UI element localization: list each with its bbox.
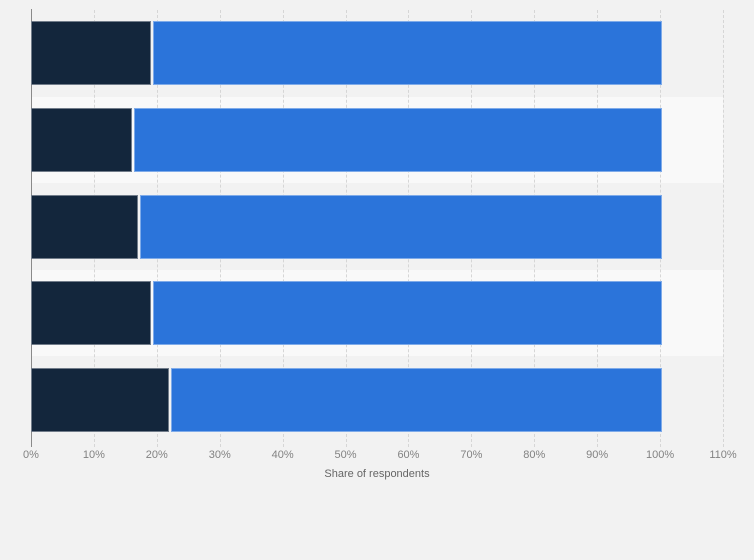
bar-segment-dark-navy[interactable] [31,367,170,432]
bar-row [31,281,723,346]
x-axis-title: Share of respondents [324,468,430,480]
bar-segment-blue[interactable] [152,21,663,86]
x-tick-label: 70% [460,449,483,461]
x-tick-label: 80% [523,449,546,461]
bar-segment-dark-navy[interactable] [31,281,151,346]
bar-segment-blue[interactable] [152,281,663,346]
x-tick-label: 50% [334,449,357,461]
bar-segment-blue[interactable] [171,367,663,432]
bar-row [31,194,723,259]
x-tick-label: 90% [586,449,609,461]
bar-segment-dark-navy[interactable] [31,21,151,86]
gridline [723,10,724,447]
bar-segment-dark-navy[interactable] [31,194,138,259]
bar-segment-blue[interactable] [139,194,663,259]
x-tick-label: 100% [646,449,675,461]
x-tick-label: 110% [709,449,737,461]
x-tick-label: 0% [23,449,39,461]
bar-segment-dark-navy[interactable] [31,107,132,172]
x-axis-tick-labels: 0% 10% 20% 30% 40% 50% 60% 70% 80% 90% 100% 110% [23,448,737,462]
x-tick-label: 10% [82,449,105,461]
x-tick-label: 40% [271,449,294,461]
bar-row [31,107,723,172]
bar-row [31,21,723,86]
plot-area [31,9,724,447]
bar-segment-blue[interactable] [133,107,663,172]
bar-row [31,367,723,432]
bars-layer [31,10,723,443]
x-tick-label: 30% [208,449,231,461]
x-tick-label: 60% [397,449,420,461]
x-tick-label: 20% [145,449,168,461]
